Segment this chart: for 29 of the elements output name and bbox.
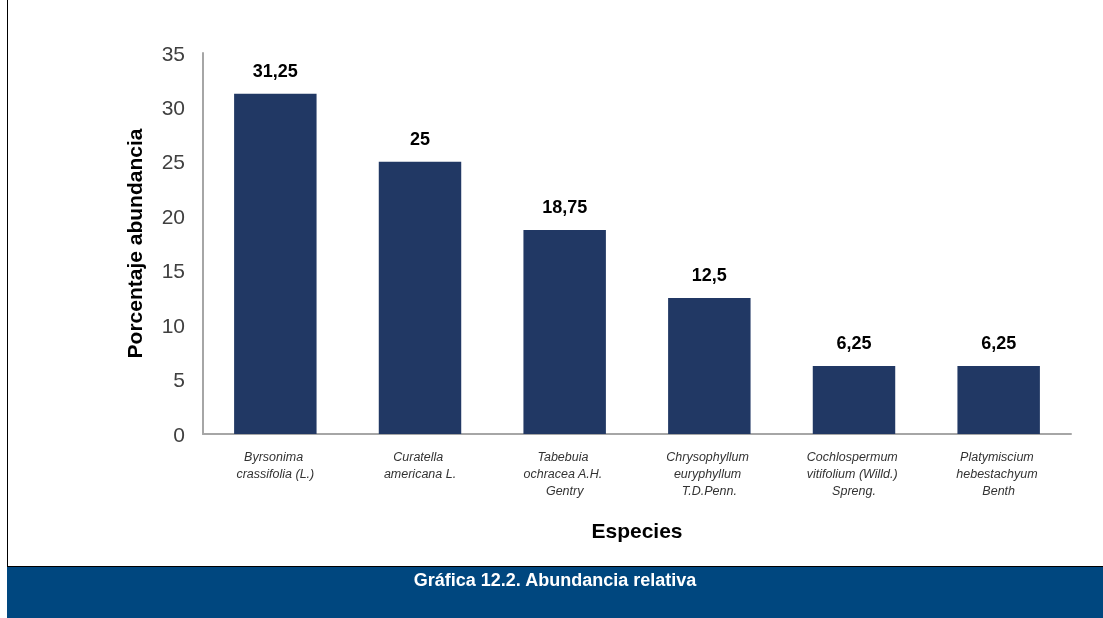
data-label: 12,5	[691, 264, 727, 285]
y-axis-title: Porcentaje abundancia	[123, 128, 146, 359]
y-tick-label: 20	[161, 204, 185, 228]
y-tick-label: 15	[161, 259, 185, 283]
x-tick-label: Byrsonima crassifolia (L.)	[236, 449, 315, 481]
y-tick-label: 10	[161, 313, 185, 337]
data-label: 6,25	[981, 332, 1017, 353]
caption-banner: Gráfica 12.2. Abundancia relativa	[7, 567, 1103, 618]
data-label: 25	[409, 128, 431, 149]
x-tick-label: Cochlospermum vitifolium (Willd.) Spreng.	[806, 449, 902, 498]
data-label: 6,25	[836, 332, 872, 353]
x-axis-title: Especies	[591, 519, 683, 542]
x-tick-label: Chrysophyllum euryphyllum T.D.Penn.	[666, 449, 753, 498]
x-tick-label: Curatella americana L.	[383, 449, 457, 481]
y-tick-label: 0	[173, 422, 185, 446]
data-label: 18,75	[542, 196, 588, 217]
x-tick-label: Tabebuia ochracea A.H. Gentry	[523, 449, 606, 498]
bar	[812, 365, 896, 434]
data-label: 31,25	[252, 60, 298, 81]
bar	[668, 297, 751, 434]
y-tick-label: 30	[161, 95, 185, 119]
bar	[378, 161, 462, 434]
x-tick-label: Platymiscium hebestachyum Benth	[956, 449, 1042, 498]
y-tick-label: 35	[161, 41, 185, 65]
bar	[957, 365, 1040, 434]
bar	[234, 93, 317, 434]
y-tick-label: 25	[161, 150, 185, 174]
bar	[523, 229, 606, 434]
y-tick-label: 5	[173, 368, 185, 392]
